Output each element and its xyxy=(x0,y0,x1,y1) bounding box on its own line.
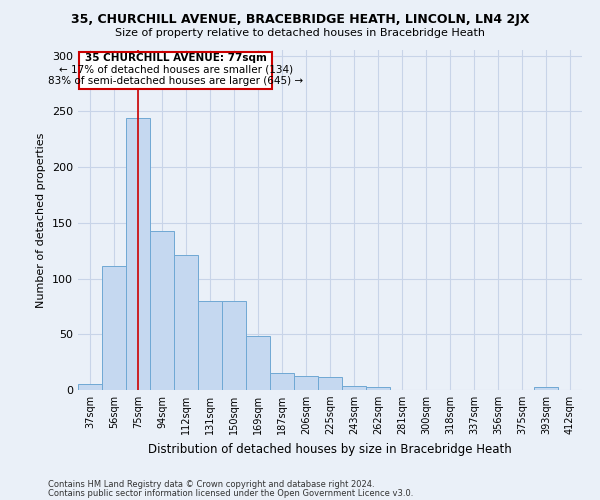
Text: Contains HM Land Registry data © Crown copyright and database right 2024.: Contains HM Land Registry data © Crown c… xyxy=(48,480,374,489)
Text: 35 CHURCHILL AVENUE: 77sqm: 35 CHURCHILL AVENUE: 77sqm xyxy=(85,54,267,64)
Bar xyxy=(294,376,318,390)
Text: Size of property relative to detached houses in Bracebridge Heath: Size of property relative to detached ho… xyxy=(115,28,485,38)
Bar xyxy=(318,376,342,390)
Text: Contains public sector information licensed under the Open Government Licence v3: Contains public sector information licen… xyxy=(48,490,413,498)
Bar xyxy=(150,230,174,390)
Bar xyxy=(222,301,246,390)
Bar xyxy=(342,386,366,390)
X-axis label: Distribution of detached houses by size in Bracebridge Heath: Distribution of detached houses by size … xyxy=(148,442,512,456)
Bar xyxy=(102,266,126,390)
Bar xyxy=(198,301,222,390)
Bar xyxy=(534,386,558,390)
Y-axis label: Number of detached properties: Number of detached properties xyxy=(37,132,46,308)
Bar xyxy=(126,118,150,390)
FancyBboxPatch shape xyxy=(79,52,272,89)
Text: 83% of semi-detached houses are larger (645) →: 83% of semi-detached houses are larger (… xyxy=(48,76,304,86)
Text: ← 17% of detached houses are smaller (134): ← 17% of detached houses are smaller (13… xyxy=(59,64,293,74)
Text: 35, CHURCHILL AVENUE, BRACEBRIDGE HEATH, LINCOLN, LN4 2JX: 35, CHURCHILL AVENUE, BRACEBRIDGE HEATH,… xyxy=(71,12,529,26)
Bar xyxy=(270,374,294,390)
Bar xyxy=(246,336,270,390)
Bar xyxy=(366,386,390,390)
Bar xyxy=(78,384,102,390)
Bar xyxy=(174,255,198,390)
